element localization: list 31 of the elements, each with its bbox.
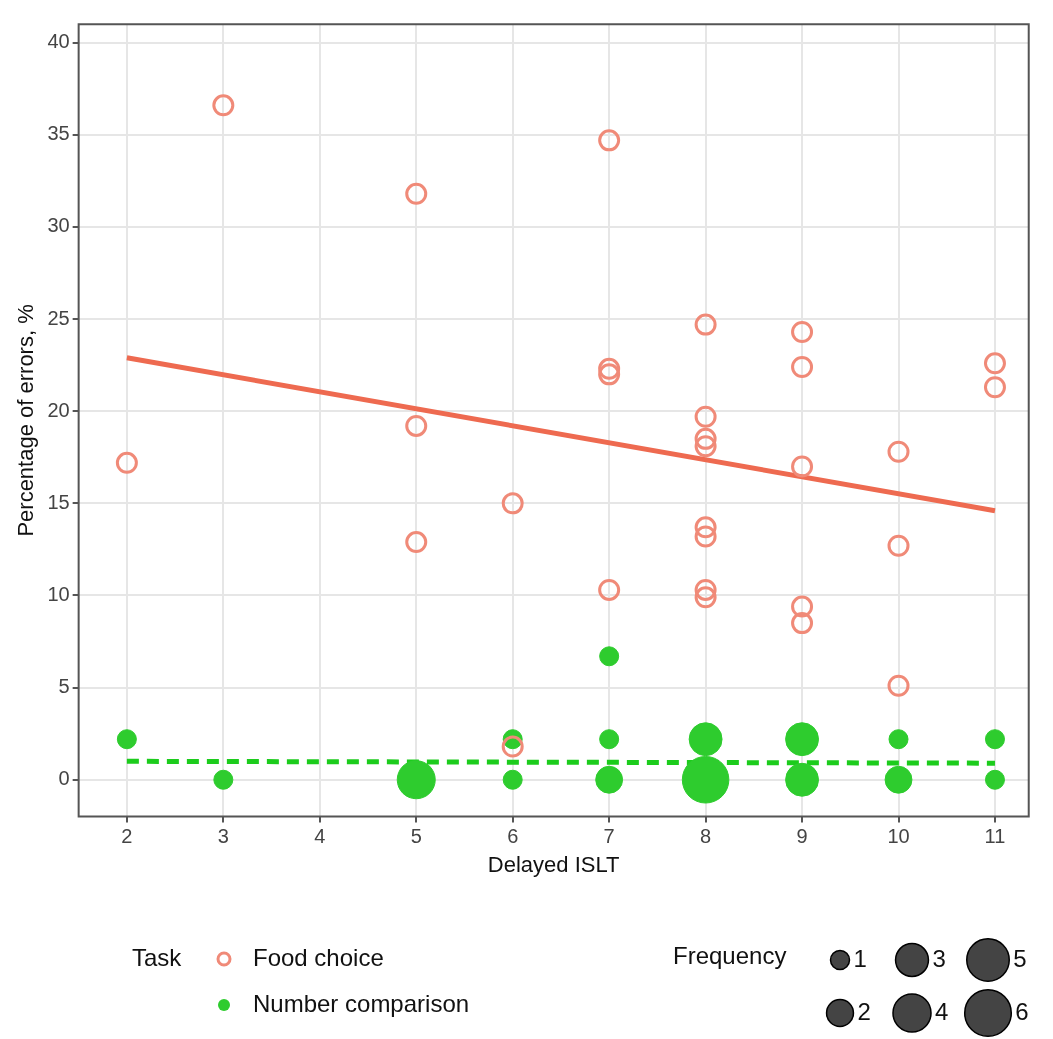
y-tick-label: 0 (58, 767, 70, 790)
x-tick-label: 3 (217, 825, 229, 848)
x-axis-title: Delayed ISLT (487, 851, 620, 877)
x-tick-label: 10 (887, 825, 910, 848)
legend-title: Task (132, 943, 183, 971)
legend-label: 6 (1015, 997, 1029, 1025)
x-tick-label: 9 (796, 825, 808, 848)
y-tick-label: 35 (47, 122, 70, 145)
y-tick-label: 10 (47, 583, 70, 605)
legend-label: 2 (857, 997, 871, 1025)
y-tick-label: 20 (47, 398, 70, 421)
x-tick-label: 8 (700, 825, 712, 848)
legend-label: Food choice (253, 943, 384, 971)
x-tick-label: 4 (314, 825, 326, 848)
legend-label: 3 (932, 944, 946, 972)
legend-label: 5 (1013, 944, 1027, 972)
legend-label: 4 (935, 997, 949, 1025)
x-tick-label: 2 (121, 825, 133, 848)
x-tick-label: 7 (603, 825, 615, 848)
x-tick-label: 6 (507, 825, 519, 848)
y-tick-label: 5 (58, 675, 70, 698)
y-axis-title: Percentage of errors, % (13, 304, 39, 537)
legend-label: 1 (853, 944, 867, 972)
y-tick-label: 15 (47, 490, 70, 513)
y-tick-label: 30 (47, 214, 70, 237)
x-tick-label: 5 (410, 825, 422, 848)
x-tick-label: 11 (984, 825, 1006, 848)
y-tick-label: 25 (47, 306, 70, 329)
y-tick-label: 40 (47, 30, 70, 53)
text: Frequency (673, 941, 787, 969)
legend-label: Number comparison (253, 989, 470, 1017)
